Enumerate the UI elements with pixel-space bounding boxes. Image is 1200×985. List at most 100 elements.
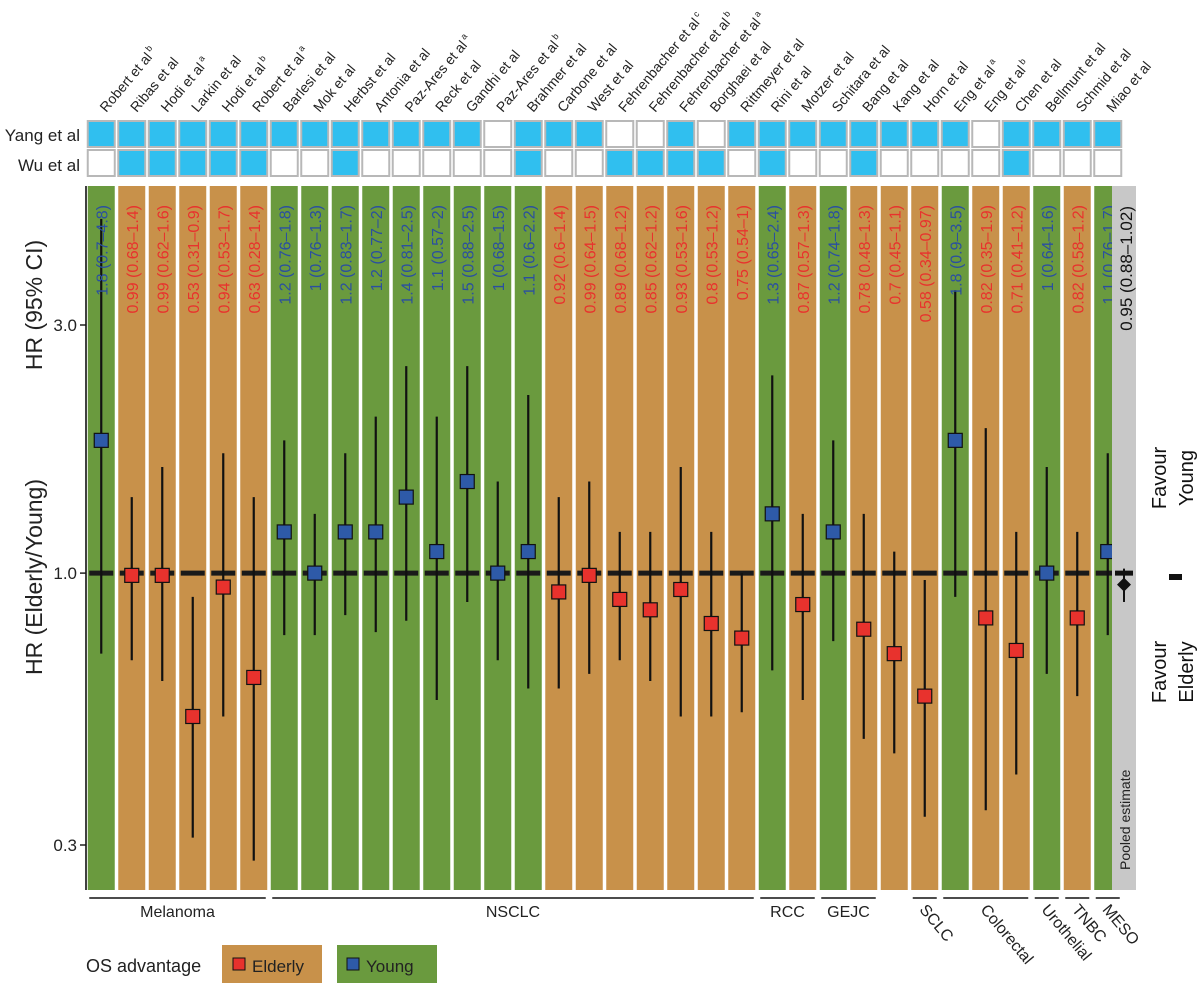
hr-label: 1 (0.64–1.6) xyxy=(1040,205,1057,291)
study-column-bg xyxy=(728,186,756,890)
hr-marker xyxy=(1008,642,1024,659)
hr-marker xyxy=(703,615,719,632)
wu-cell xyxy=(696,149,726,177)
wu-cell xyxy=(422,149,452,177)
wu-cell xyxy=(635,149,665,177)
favour-young-line1: Favour xyxy=(1149,447,1171,510)
pooled-panel-label: Pooled estimate xyxy=(1117,769,1133,870)
hr-label: 0.75 (0.54–1) xyxy=(735,205,752,300)
yang-cell xyxy=(361,120,391,148)
group-label: Melanoma xyxy=(140,904,215,921)
hr-label: 1.1 (0.57–2) xyxy=(430,205,447,291)
yang-cell xyxy=(666,120,696,148)
pooled-panel: 0.95 (0.88–1.02) Pooled estimate xyxy=(1112,186,1136,890)
hr-label: 0.58 (0.34–0.97) xyxy=(918,205,935,322)
wu-cell xyxy=(452,149,482,177)
hr-marker xyxy=(978,610,994,626)
wu-cell xyxy=(269,149,299,177)
yang-cell xyxy=(391,120,421,148)
hr-marker xyxy=(337,524,353,540)
hr-marker xyxy=(276,524,292,540)
hr-marker xyxy=(673,581,689,598)
wu-cell xyxy=(147,149,177,177)
hr-label: 0.71 (0.41–1.2) xyxy=(1009,205,1026,314)
wu-cell xyxy=(605,149,635,177)
favour-labels: Favour Young Favour Elderly xyxy=(1149,447,1198,704)
yang-cell xyxy=(879,120,909,148)
wu-cell xyxy=(1032,149,1062,177)
hr-marker xyxy=(154,567,170,583)
yang-cell xyxy=(1062,120,1092,148)
hr-label: 0.99 (0.64–1.5) xyxy=(582,205,599,314)
group-label: SCLC xyxy=(916,902,956,946)
hr-label: 0.89 (0.68–1.2) xyxy=(613,205,630,314)
y-axis-title-inner: HR (95% CI) xyxy=(21,240,47,370)
group-label: Colorectal xyxy=(977,902,1036,968)
yang-cell xyxy=(788,120,818,148)
hr-marker xyxy=(856,621,872,637)
study-superscript: a xyxy=(196,53,207,63)
hr-label: 1.2 (0.74–1.8) xyxy=(826,205,843,305)
hr-marker xyxy=(1069,610,1085,626)
hr-label: 0.63 (0.28–1.4) xyxy=(247,205,264,314)
hr-marker xyxy=(520,543,536,560)
hr-marker xyxy=(642,602,658,618)
hr-label: 1.4 (0.81–2.5) xyxy=(399,205,416,305)
yang-cell xyxy=(1093,120,1123,148)
yang-cell xyxy=(483,120,513,148)
pooled-hr-label: 0.95 (0.88–1.02) xyxy=(1117,206,1136,331)
hr-label: 0.99 (0.68–1.4) xyxy=(125,205,142,314)
study-column-bg xyxy=(880,186,908,890)
y-axis: HR (Elderly/Young) HR (95% CI) Yang et a… xyxy=(5,126,87,890)
hr-labels: 1.8 (0.7–4.8) 0.99 (0.68–1.4) 0.99 (0.62–1… xyxy=(94,205,1118,322)
hr-label: 0.53 (0.31–0.9) xyxy=(186,205,203,314)
hr-label: 0.85 (0.62–1.2) xyxy=(643,205,660,314)
hr-label: 1 (0.68–1.5) xyxy=(491,205,508,291)
yang-cell xyxy=(696,120,726,148)
hr-marker xyxy=(551,584,567,600)
hr-marker xyxy=(581,567,597,583)
hr-label: 0.99 (0.62–1.6) xyxy=(155,205,172,314)
wu-cell xyxy=(391,149,421,177)
hr-label: 1.2 (0.76–1.8) xyxy=(277,205,294,305)
wu-cell xyxy=(178,149,208,177)
hr-marker xyxy=(246,669,262,686)
legend-title: OS advantage xyxy=(86,956,201,976)
yang-cell xyxy=(635,120,665,148)
favour-young-line2: Young xyxy=(1176,450,1198,506)
yang-cell xyxy=(849,120,879,148)
study-superscript: b xyxy=(550,31,561,41)
hr-label: 1 (0.76–1.3) xyxy=(308,205,325,291)
yang-cell xyxy=(818,120,848,148)
wu-cell xyxy=(361,149,391,177)
wu-cell xyxy=(544,149,574,177)
yang-cell xyxy=(513,120,543,148)
hr-marker xyxy=(215,579,231,595)
wu-cell xyxy=(330,149,360,177)
hr-marker xyxy=(825,524,841,540)
yang-cell xyxy=(757,120,787,148)
hr-marker xyxy=(124,567,140,583)
column-backgrounds xyxy=(87,186,1122,890)
yang-cell xyxy=(940,120,970,148)
wu-cell xyxy=(757,149,787,177)
hr-label: 0.78 (0.48–1.3) xyxy=(857,205,874,314)
hr-label: 1.2 (0.83–1.7) xyxy=(338,205,355,305)
wu-cell xyxy=(666,149,696,177)
pooled-diamond xyxy=(1117,577,1131,592)
wu-cell xyxy=(300,149,330,177)
hr-marker xyxy=(459,473,475,490)
hr-marker xyxy=(734,630,750,646)
yang-cell xyxy=(208,120,238,148)
hr-marker xyxy=(917,688,933,704)
hr-marker xyxy=(307,565,323,581)
study-superscript: c xyxy=(691,9,702,19)
y-tick-label: 3.0 xyxy=(53,316,77,335)
favour-elderly-line1: Favour xyxy=(1149,641,1171,704)
yang-cell xyxy=(269,120,299,148)
yang-cell xyxy=(117,120,147,148)
y-axis-title-outer: HR (Elderly/Young) xyxy=(21,479,47,675)
yang-cell xyxy=(910,120,940,148)
wu-cell xyxy=(117,149,147,177)
